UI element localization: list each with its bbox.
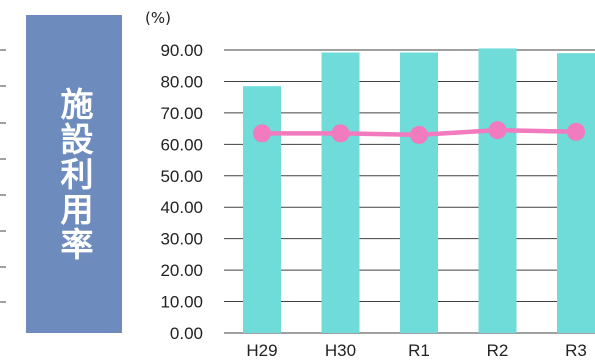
x-tick-label: R3 — [565, 341, 587, 360]
y-tick-label: 50.00 — [160, 167, 203, 186]
bar-H30 — [321, 52, 360, 333]
bar-R3 — [557, 53, 595, 334]
y-tick-label: 80.00 — [160, 72, 203, 91]
y-tick-label: 30.00 — [160, 230, 203, 249]
left-edge-ticks — [0, 49, 6, 303]
y-tick-label: 10.00 — [160, 293, 203, 312]
line-series — [253, 121, 585, 144]
unit-label: (%) — [145, 9, 171, 27]
x-tick-label: R2 — [487, 341, 509, 360]
chart-title: 施設利用率 — [55, 86, 94, 262]
line-point-R2 — [488, 121, 507, 140]
line-point-R3 — [567, 122, 585, 141]
y-tick-label: 90.00 — [160, 41, 203, 60]
y-tick-label: 40.00 — [160, 198, 203, 217]
y-tick-label: 0.00 — [170, 324, 203, 343]
line-point-R1 — [410, 125, 428, 144]
y-tick-label: 70.00 — [160, 104, 203, 123]
line-point-H29 — [253, 124, 271, 143]
bar-R1 — [400, 52, 438, 333]
x-tick-label: R1 — [408, 341, 430, 360]
y-tick-label: 20.00 — [160, 261, 203, 280]
line-point-H30 — [331, 124, 350, 143]
bar-H29 — [243, 86, 281, 334]
x-tick-label: H30 — [325, 341, 356, 360]
x-tick-labels: H29 H30 R1 R2 R3 — [246, 341, 586, 360]
bar-R2 — [478, 48, 517, 334]
y-tick-labels: 90.00 80.00 70.00 60.00 50.00 40.00 30.00 20.00… — [160, 41, 203, 343]
chart-title-box: 施設利用率 — [26, 15, 122, 333]
x-tick-label: H29 — [246, 341, 277, 360]
bar-series — [243, 48, 595, 334]
y-tick-label: 60.00 — [160, 135, 203, 154]
